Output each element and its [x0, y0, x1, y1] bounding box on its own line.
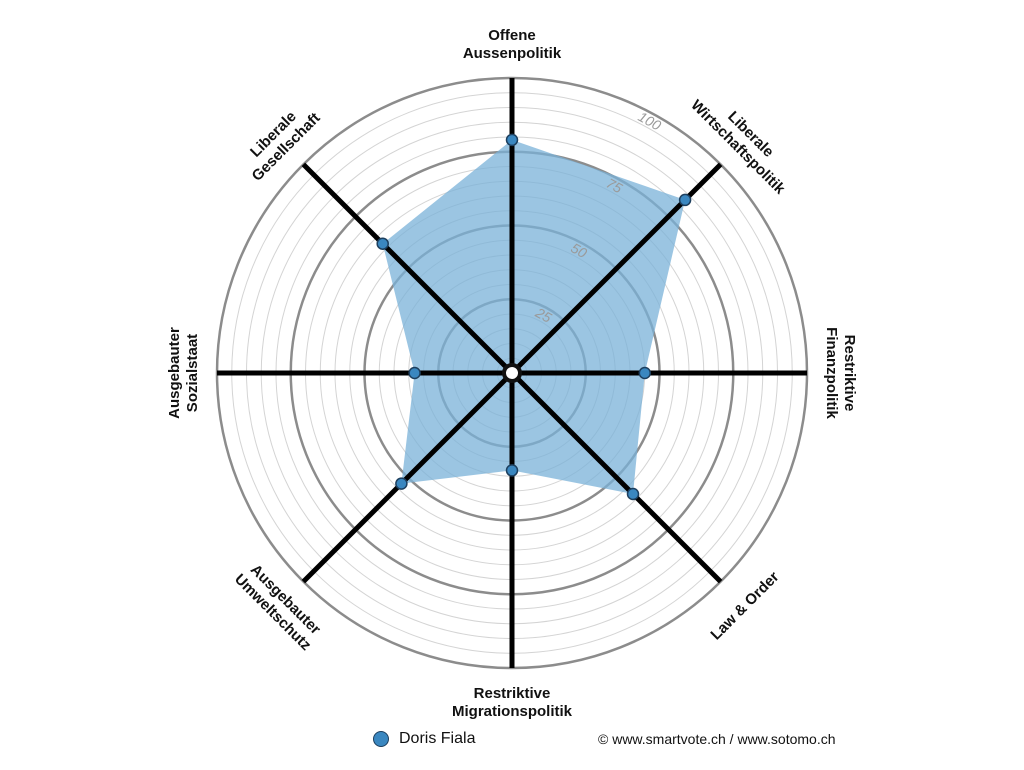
axis-label: RestriktiveFinanzpolitik — [823, 327, 858, 419]
tick-label: 25 — [532, 304, 554, 326]
tick-label: 100 — [636, 108, 664, 133]
axis-label: AusgebauterSozialstaat — [166, 327, 201, 419]
data-point — [376, 237, 389, 250]
legend: Doris Fiala — [373, 728, 475, 750]
data-point — [505, 464, 519, 477]
data-point — [638, 366, 652, 380]
data-point — [408, 366, 421, 380]
legend-label: Doris Fiala — [399, 730, 476, 747]
tick-label: 50 — [568, 240, 590, 262]
tick-label: 75 — [604, 175, 626, 197]
data-point — [678, 193, 692, 207]
data-point — [395, 477, 408, 490]
data-point — [505, 133, 519, 147]
axis-line — [301, 371, 514, 584]
series-area — [382, 139, 686, 494]
axis-line — [510, 371, 723, 584]
center-hub — [502, 363, 522, 383]
axis-label: Restriktive Migrationspolitik — [452, 685, 573, 720]
legend-marker — [373, 731, 389, 747]
data-point — [626, 487, 640, 501]
axis-line — [301, 162, 514, 375]
axis-label: Offene Aussenpolitik — [463, 27, 562, 62]
copyright-text: © www.smartvote.ch / www.sotomo.ch — [598, 731, 836, 747]
